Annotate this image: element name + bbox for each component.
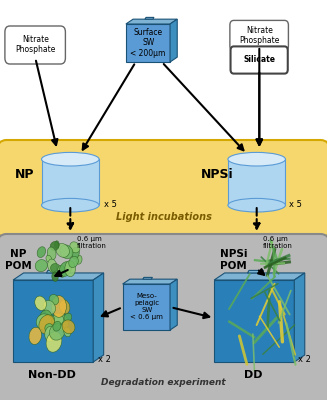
Ellipse shape	[39, 310, 52, 328]
Ellipse shape	[47, 247, 56, 260]
Ellipse shape	[51, 264, 60, 273]
Text: NPSi: NPSi	[201, 168, 234, 180]
Polygon shape	[170, 19, 177, 62]
Ellipse shape	[35, 260, 47, 272]
Polygon shape	[214, 273, 305, 280]
Ellipse shape	[54, 313, 68, 331]
Text: x 5: x 5	[289, 200, 302, 209]
Ellipse shape	[69, 256, 78, 268]
Text: NP: NP	[15, 168, 34, 180]
Ellipse shape	[39, 315, 55, 334]
Ellipse shape	[60, 300, 70, 314]
Text: Nitrate
Phosphate: Nitrate Phosphate	[239, 26, 280, 45]
Text: x 2: x 2	[298, 356, 311, 364]
Ellipse shape	[49, 294, 59, 305]
Ellipse shape	[45, 326, 56, 341]
Ellipse shape	[51, 296, 66, 317]
Text: x 5: x 5	[104, 200, 117, 209]
Text: Meso-
pelagic
SW
< 0.6 μm: Meso- pelagic SW < 0.6 μm	[130, 292, 163, 320]
Text: Surface
SW
< 200μm: Surface SW < 200μm	[130, 28, 166, 58]
Ellipse shape	[228, 152, 285, 166]
Ellipse shape	[64, 327, 71, 337]
Polygon shape	[126, 19, 177, 24]
Ellipse shape	[72, 248, 79, 259]
FancyBboxPatch shape	[0, 140, 327, 238]
Ellipse shape	[56, 244, 69, 257]
Text: NPSi
POM: NPSi POM	[220, 249, 248, 271]
Ellipse shape	[43, 300, 56, 314]
Polygon shape	[170, 279, 177, 330]
Ellipse shape	[42, 152, 99, 166]
Polygon shape	[93, 273, 104, 362]
Text: 0.6 μm
filtration: 0.6 μm filtration	[77, 236, 107, 248]
Ellipse shape	[58, 265, 66, 277]
Ellipse shape	[228, 198, 285, 212]
Ellipse shape	[65, 261, 76, 277]
Polygon shape	[143, 278, 152, 279]
Ellipse shape	[46, 332, 62, 352]
Polygon shape	[13, 273, 104, 280]
Text: Silicate: Silicate	[243, 56, 275, 64]
Ellipse shape	[37, 247, 46, 258]
Ellipse shape	[35, 296, 46, 310]
Polygon shape	[214, 280, 294, 362]
Ellipse shape	[53, 321, 61, 331]
FancyBboxPatch shape	[0, 234, 327, 400]
Polygon shape	[145, 18, 154, 19]
Ellipse shape	[36, 314, 52, 330]
Ellipse shape	[64, 313, 72, 322]
Ellipse shape	[50, 242, 59, 250]
FancyBboxPatch shape	[231, 46, 288, 74]
Polygon shape	[123, 284, 170, 330]
Text: x 2: x 2	[98, 356, 111, 364]
Polygon shape	[228, 159, 285, 205]
Ellipse shape	[54, 241, 59, 248]
Ellipse shape	[46, 255, 52, 262]
Ellipse shape	[59, 262, 72, 276]
Polygon shape	[248, 270, 264, 273]
FancyBboxPatch shape	[230, 20, 288, 51]
Ellipse shape	[45, 324, 54, 333]
Text: Non-DD: Non-DD	[28, 370, 76, 380]
Ellipse shape	[62, 320, 75, 334]
Polygon shape	[126, 24, 170, 62]
Ellipse shape	[42, 198, 99, 212]
FancyBboxPatch shape	[5, 26, 65, 64]
Polygon shape	[294, 273, 305, 362]
Text: Degradation experiment: Degradation experiment	[101, 378, 226, 387]
Polygon shape	[123, 279, 177, 284]
Ellipse shape	[49, 324, 65, 340]
Text: DD: DD	[244, 370, 263, 380]
Ellipse shape	[60, 245, 73, 259]
Ellipse shape	[53, 313, 63, 325]
Ellipse shape	[70, 242, 80, 253]
Polygon shape	[13, 280, 93, 362]
Ellipse shape	[29, 327, 42, 344]
Ellipse shape	[45, 314, 55, 324]
Ellipse shape	[52, 272, 58, 282]
Polygon shape	[42, 159, 99, 205]
Text: Nitrate
Phosphate: Nitrate Phosphate	[15, 35, 56, 54]
Ellipse shape	[48, 259, 57, 272]
Text: NP
POM: NP POM	[5, 249, 31, 271]
Text: 0.6 μm
filtration: 0.6 μm filtration	[263, 236, 292, 248]
Ellipse shape	[76, 256, 82, 264]
Text: Light incubations: Light incubations	[115, 212, 212, 222]
Polygon shape	[46, 270, 62, 273]
